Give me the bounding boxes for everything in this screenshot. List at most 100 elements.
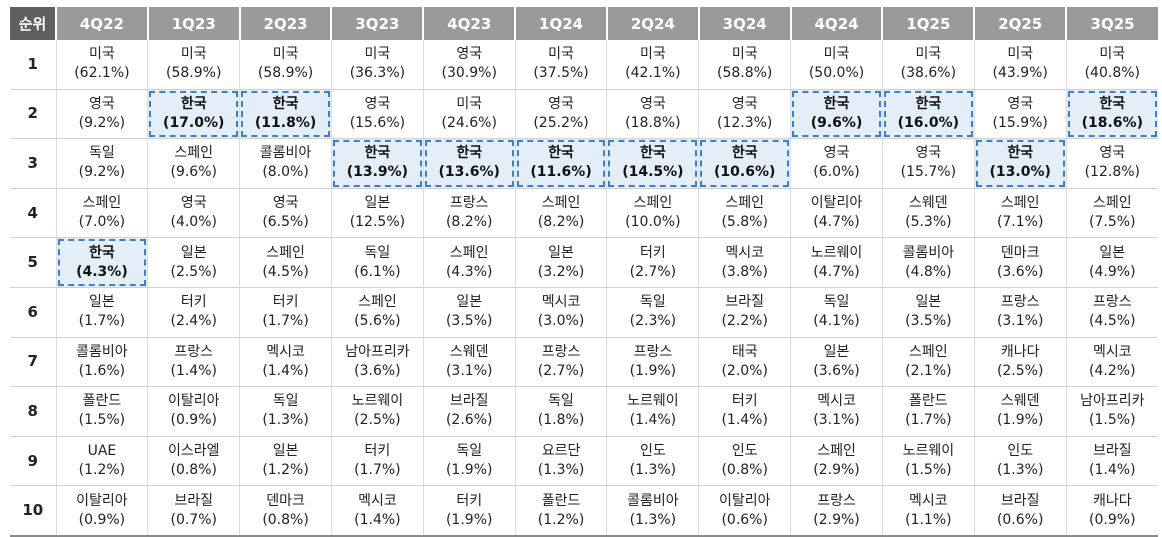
country-share: (3.6%) (354, 362, 401, 379)
country-share: (6.0%) (813, 164, 860, 181)
highlighted-korea-cell: 한국 (18.6%) (1066, 89, 1158, 140)
country-name: 미국 (731, 46, 758, 63)
country-name: 스페인 (541, 195, 581, 212)
country-share: (14.5%) (622, 164, 684, 181)
table-row: 1 미국 (62.1%) 미국 (58.9%) 미국 (58.9%) 미국 (36.3%) 영국 (… (10, 40, 1158, 90)
country-name: 터키 (364, 443, 391, 460)
country-name: 미국 (1099, 46, 1126, 63)
country-name: 영국 (548, 95, 574, 112)
country-cell: 스페인 (2.1%) (882, 337, 975, 388)
country-share: (13.0%) (989, 164, 1051, 181)
country-name: 노르웨이 (902, 443, 955, 460)
country-share: (2.6%) (445, 412, 493, 429)
highlighted-korea-cell: 한국 (17.0%) (147, 89, 241, 140)
country-cell: 프랑스 (3.1%) (974, 287, 1067, 338)
country-cell: 터키 (1.9%) (423, 485, 516, 537)
rank-column-header: 순위 (10, 7, 57, 40)
rank-number: 2 (10, 89, 57, 140)
country-share: (1.6%) (78, 362, 126, 379)
quarter-column-header: 2Q25 (974, 7, 1068, 40)
country-share: (7.5%) (1089, 214, 1136, 231)
highlighted-korea-cell: 한국 (14.5%) (606, 138, 700, 189)
country-share: (0.6%) (721, 511, 768, 528)
country-cell: 이탈리아 (0.9%) (56, 485, 149, 537)
country-cell: 멕시코 (3.0%) (515, 287, 608, 338)
country-name: 인도 (640, 443, 666, 460)
country-share: (9.6%) (810, 114, 863, 131)
country-name: 덴마크 (1000, 244, 1040, 261)
country-name: 일본 (364, 195, 391, 212)
country-share: (8.0%) (262, 164, 309, 181)
highlighted-korea-cell: 한국 (13.9%) (331, 138, 424, 189)
highlighted-korea-cell: 한국 (13.0%) (974, 138, 1067, 189)
country-cell: 스웨덴 (1.9%) (974, 386, 1067, 437)
country-cell: 터키 (1.7%) (239, 287, 332, 338)
country-name: 독일 (364, 244, 391, 261)
country-name: 스페인 (82, 195, 122, 212)
country-share: (1.3%) (629, 462, 677, 479)
country-cell: 이스라엘 (0.8%) (147, 436, 241, 487)
country-name: 영국 (823, 145, 850, 162)
country-ranking-table: 순위 4Q22 1Q23 2Q23 3Q23 4Q23 1Q24 2Q24 3Q24 4Q24 1… (10, 7, 1158, 537)
country-share: (3.8%) (721, 263, 768, 280)
country-name: 스페인 (1000, 195, 1040, 212)
country-name: 일본 (1099, 244, 1126, 261)
country-name: 멕시코 (725, 244, 765, 261)
country-cell: 멕시코 (1.4%) (331, 485, 424, 537)
country-share: (1.9%) (445, 462, 493, 479)
country-name: 터키 (640, 244, 666, 261)
country-share: (8.2%) (537, 214, 585, 231)
country-share: (4.7%) (813, 263, 860, 280)
country-share: (2.9%) (813, 462, 860, 479)
ranking-table-container: 순위 4Q22 1Q23 2Q23 3Q23 4Q23 1Q24 2Q24 3Q24 4Q24 1… (10, 7, 1158, 537)
country-share: (7.0%) (78, 214, 126, 231)
country-name: 스페인 (174, 145, 214, 162)
country-share: (1.4%) (721, 412, 768, 429)
country-cell: 이탈리아 (4.7%) (790, 188, 883, 239)
country-name: 영국 (640, 95, 666, 112)
country-share: (0.9%) (170, 412, 217, 429)
country-share: (3.5%) (905, 313, 952, 330)
country-name: 캐나다 (1000, 343, 1040, 360)
country-cell: 이탈리아 (0.6%) (698, 485, 792, 537)
country-share: (10.0%) (625, 214, 681, 231)
country-share: (7.1%) (996, 214, 1044, 231)
country-name: 프랑스 (1000, 294, 1040, 311)
table-row: 10 이탈리아 (0.9%) 브라질 (0.7%) 덴마크 (0.8%) 멕시코 (1.4%) 터… (10, 485, 1158, 537)
country-share: (9.6%) (170, 164, 217, 181)
quarter-column-header: 4Q24 (790, 7, 884, 40)
country-name: 영국 (89, 95, 115, 112)
country-name: 프랑스 (449, 195, 489, 212)
country-share: (3.6%) (813, 362, 860, 379)
country-cell: 노르웨이 (4.7%) (790, 237, 883, 288)
country-share: (1.4%) (354, 511, 401, 528)
country-share: (1.2%) (262, 462, 309, 479)
country-cell: 스페인 (8.2%) (515, 188, 608, 239)
country-share: (2.0%) (721, 362, 768, 379)
country-share: (6.5%) (262, 214, 309, 231)
country-cell: 프랑스 (4.5%) (1066, 287, 1158, 338)
table-row: 5 한국 (4.3%) 일본 (2.5%) 스페인 (4.5%) 독일 (6.1%) 스페인 (4.… (10, 237, 1158, 288)
country-share: (2.5%) (170, 263, 217, 280)
country-cell: 콜롬비아 (1.3%) (606, 485, 700, 537)
country-share: (4.3%) (445, 263, 493, 280)
country-cell: 인도 (1.3%) (606, 436, 700, 487)
country-share: (43.9%) (992, 65, 1048, 82)
country-name: 프랑스 (633, 343, 673, 360)
highlighted-korea-cell: 한국 (16.0%) (882, 89, 975, 140)
country-share: (17.0%) (163, 114, 225, 131)
country-share: (1.7%) (905, 412, 952, 429)
country-name: 독일 (823, 294, 850, 311)
country-cell: 독일 (4.1%) (790, 287, 883, 338)
country-share: (3.0%) (537, 313, 585, 330)
highlighted-korea-cell: 한국 (10.6%) (698, 138, 792, 189)
country-cell: 프랑스 (2.9%) (790, 485, 883, 537)
quarter-column-header: 3Q24 (698, 7, 792, 40)
country-share: (15.7%) (900, 164, 957, 181)
country-name: 스웨덴 (1000, 393, 1040, 410)
country-share: (2.2%) (721, 313, 768, 330)
country-share: (1.4%) (170, 362, 217, 379)
country-share: (12.5%) (349, 214, 406, 231)
country-share: (15.9%) (992, 114, 1048, 131)
country-share: (36.3%) (349, 65, 406, 82)
